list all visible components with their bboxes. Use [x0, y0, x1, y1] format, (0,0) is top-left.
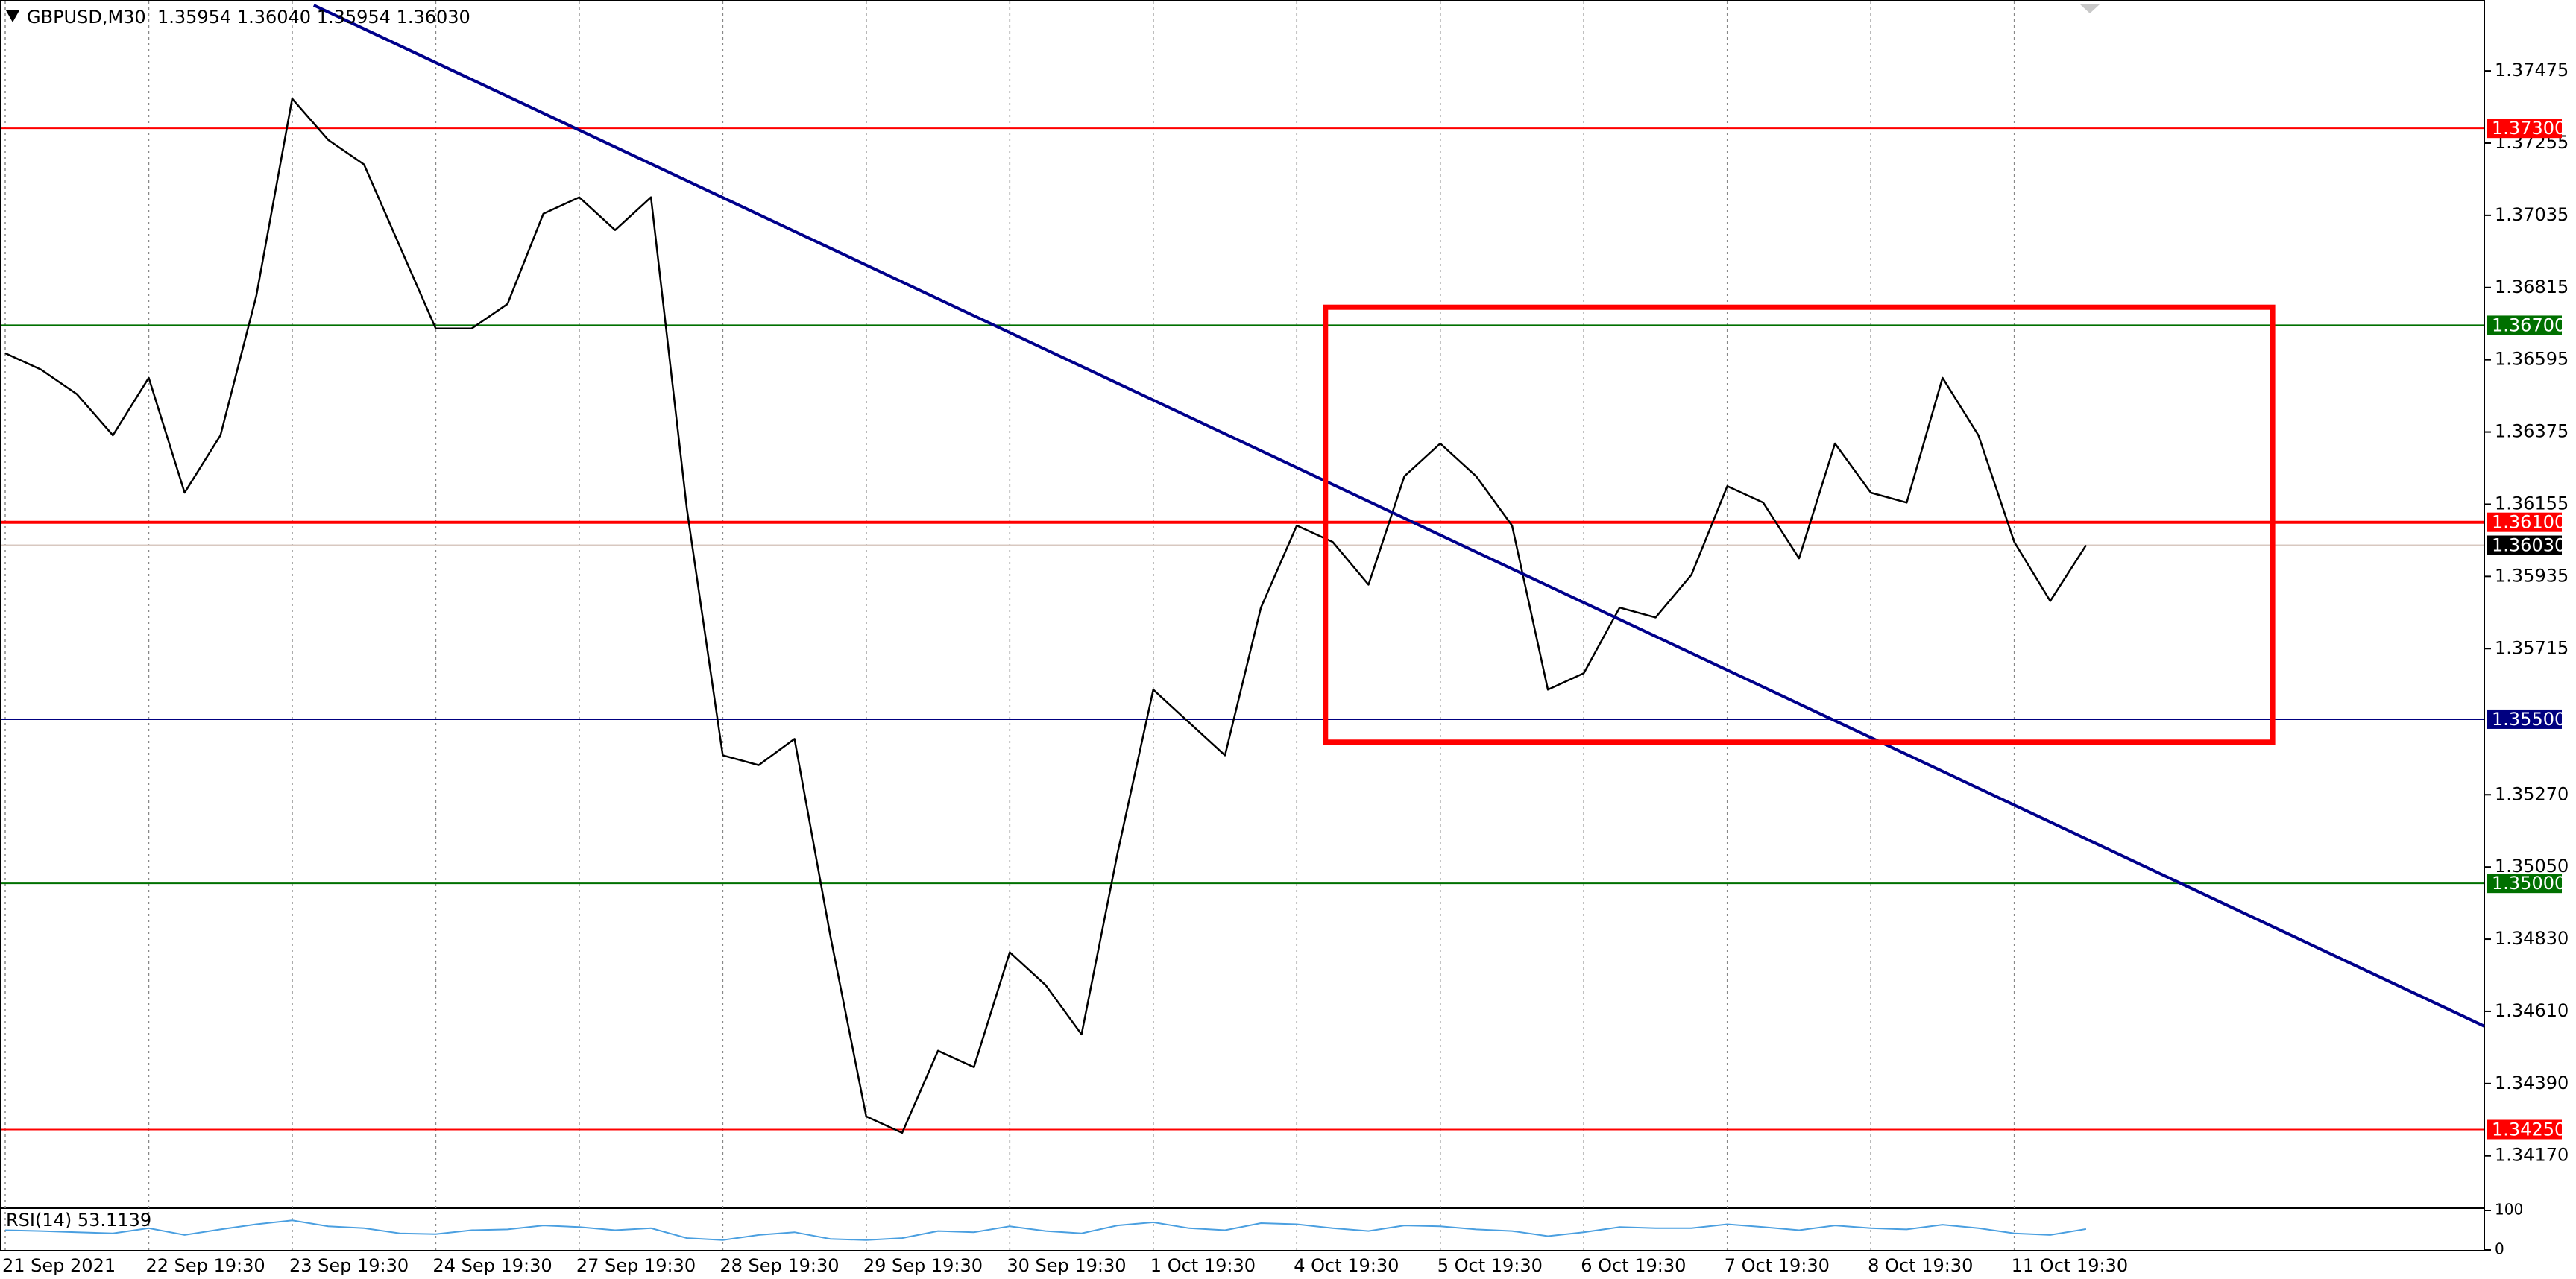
y-tick-label: 1.35715 [2495, 637, 2569, 658]
x-tick-label: 6 Oct 19:30 [1581, 1255, 1686, 1276]
rsi-label: RSI(14) 53.1139 [6, 1210, 151, 1231]
level-label-bg [2487, 315, 2562, 335]
rsi-line [4, 1219, 2087, 1241]
level-label: 1.36100 [2492, 512, 2566, 533]
level-label-bg [2487, 709, 2562, 729]
y-tick-label: 1.34610 [2495, 1000, 2569, 1021]
x-tick-label: 22 Sep 19:30 [145, 1255, 265, 1276]
chart-title: GBPUSD,M30 1.35954 1.36040 1.35954 1.360… [27, 7, 470, 28]
y-tick-label: 1.34170 [2495, 1145, 2569, 1166]
level-label-bg [2487, 535, 2562, 555]
x-tick-label: 7 Oct 19:30 [1725, 1255, 1830, 1276]
level-label-bg [2487, 119, 2562, 139]
rsi-tick-label: 0 [2495, 1240, 2504, 1258]
x-tick-label: 23 Sep 19:30 [289, 1255, 409, 1276]
x-tick-label: 30 Sep 19:30 [1007, 1255, 1126, 1276]
x-tick-label: 24 Sep 19:30 [432, 1255, 552, 1276]
x-tick-label: 21 Sep 2021 [2, 1255, 116, 1276]
level-label: 1.35000 [2492, 873, 2566, 894]
x-tick-label: 5 Oct 19:30 [1437, 1255, 1543, 1276]
y-tick-label: 1.37475 [2495, 60, 2569, 80]
title-arrow [6, 10, 19, 22]
rsi-tick-label: 100 [2495, 1201, 2523, 1219]
x-tick-label: 1 Oct 19:30 [1150, 1255, 1256, 1276]
y-tick-label: 1.34830 [2495, 928, 2569, 949]
y-tick-label: 1.35050 [2495, 856, 2569, 877]
level-label: 1.36030 [2492, 535, 2566, 556]
x-tick-label: 11 Oct 19:30 [2012, 1255, 2128, 1276]
y-tick-label: 1.37035 [2495, 204, 2569, 225]
y-tick-label: 1.36155 [2495, 493, 2569, 514]
y-tick-label: 1.36375 [2495, 421, 2569, 442]
level-label-bg [2487, 512, 2562, 532]
x-tick-label: 28 Sep 19:30 [719, 1255, 839, 1276]
level-label: 1.35500 [2492, 709, 2566, 730]
y-tick-label: 1.35270 [2495, 783, 2569, 804]
y-tick-label: 1.36595 [2495, 349, 2569, 370]
x-tick-label: 27 Sep 19:30 [576, 1255, 696, 1276]
level-label-bg [2487, 1119, 2562, 1140]
range-box [1323, 304, 2276, 745]
x-tick-label: 4 Oct 19:30 [1294, 1255, 1399, 1276]
shift-marker [2080, 4, 2100, 13]
level-label: 1.36700 [2492, 315, 2566, 335]
level-label: 1.37300 [2492, 118, 2566, 139]
level-label-bg [2487, 874, 2562, 894]
y-tick-label: 1.36815 [2495, 277, 2569, 297]
x-tick-label: 29 Sep 19:30 [863, 1255, 983, 1276]
level-label: 1.34250 [2492, 1119, 2566, 1140]
y-tick-label: 1.35935 [2495, 565, 2569, 586]
plot-frame [0, 0, 2485, 1251]
trendline [312, 4, 2485, 1028]
y-tick-label: 1.34390 [2495, 1073, 2569, 1093]
x-tick-label: 8 Oct 19:30 [1868, 1255, 1973, 1276]
price-line [4, 98, 2087, 1134]
